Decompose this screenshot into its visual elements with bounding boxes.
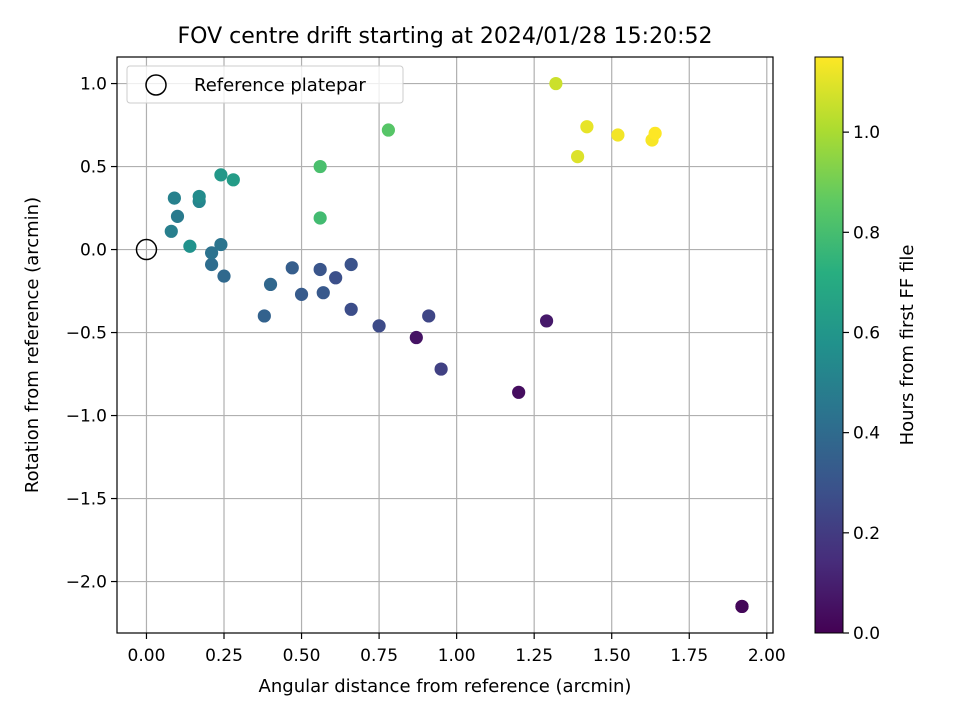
data-point [735, 599, 749, 614]
x-tick-label: 1.50 [593, 646, 631, 666]
plot-frame [116, 56, 774, 634]
x-tick-label: 1.25 [515, 646, 553, 666]
data-point [167, 191, 181, 205]
data-point [205, 246, 219, 260]
colorbar-gradient [814, 56, 844, 634]
data-point [313, 159, 327, 174]
y-tick-label: −1.0 [66, 407, 107, 427]
y-tick-label: 0.0 [80, 241, 107, 261]
data-point [539, 314, 554, 328]
data-point [611, 128, 625, 142]
legend-box [126, 65, 404, 104]
data-point [214, 237, 228, 252]
data-point [512, 385, 526, 399]
x-axis-ticks: 0.00 0.25 0.50 0.75 1.00 1.25 1.50 1.75 2.00 [128, 633, 786, 666]
data-point [434, 362, 448, 376]
data-point [549, 76, 563, 91]
y-tick-label: −2.0 [66, 573, 107, 593]
x-axis-label: Angular distance from reference (arcmin) [259, 676, 632, 697]
x-tick-label: 0.75 [360, 646, 398, 666]
chart-title: FOV centre drift starting at 2024/01/28 … [178, 24, 713, 49]
y-tick-label: −0.5 [66, 324, 107, 344]
data-point [344, 257, 358, 272]
data-point [285, 261, 299, 275]
data-point [170, 209, 185, 223]
legend-label: Reference platepar [194, 75, 366, 96]
x-tick-label: 0.25 [205, 646, 243, 666]
data-point [316, 286, 330, 300]
data-point [344, 302, 358, 316]
colorbar-tick-label: 0.0 [853, 624, 880, 644]
data-point [580, 120, 594, 134]
data-point [192, 189, 206, 204]
data-point [313, 211, 327, 225]
data-point [570, 149, 585, 164]
y-tick-label: 1.0 [80, 75, 107, 95]
data-point [205, 257, 219, 272]
colorbar-label: Hours from first FF file [897, 245, 918, 446]
y-tick-label: −1.5 [66, 490, 107, 510]
x-tick-label: 0.50 [283, 646, 321, 666]
reference-platepar-marker [135, 238, 158, 261]
legend-reference-marker [145, 74, 167, 96]
x-tick-label: 0.00 [128, 646, 166, 666]
data-points [135, 76, 749, 614]
data-point [263, 277, 278, 292]
colorbar-tick-label: 1.0 [853, 123, 880, 143]
colorbar: 0.0 0.2 0.4 0.6 0.8 1.0 Hours from first FF f… [814, 56, 918, 644]
data-point [409, 330, 423, 345]
data-point [183, 239, 197, 253]
x-tick-label: 1.00 [438, 646, 476, 666]
data-point [313, 262, 327, 277]
colorbar-tick-label: 0.8 [853, 223, 880, 243]
legend: Reference platepar [126, 65, 404, 104]
data-point [648, 126, 662, 140]
grid [117, 57, 773, 633]
data-point [226, 173, 240, 187]
colorbar-tick-label: 0.2 [853, 524, 880, 544]
data-point [214, 168, 228, 182]
data-point [422, 309, 436, 323]
colorbar-tick-label: 0.4 [853, 424, 880, 444]
data-point [372, 319, 386, 333]
data-point [294, 287, 309, 301]
data-point [257, 309, 271, 323]
data-point [329, 271, 343, 285]
colorbar-tick-label: 0.6 [853, 323, 880, 343]
colorbar-ticks: 0.0 0.2 0.4 0.6 0.8 1.0 [843, 123, 880, 644]
data-point [381, 123, 395, 137]
y-axis-label: Rotation from reference (arcmin) [22, 197, 43, 493]
x-tick-label: 1.75 [670, 646, 708, 666]
y-axis-ticks: 1.0 0.5 0.0 −0.5 −1.0 −1.5 −2.0 [66, 75, 117, 593]
y-tick-label: 0.5 [80, 158, 107, 178]
x-tick-label: 2.00 [748, 646, 786, 666]
data-point [164, 224, 178, 238]
data-point [217, 269, 231, 283]
